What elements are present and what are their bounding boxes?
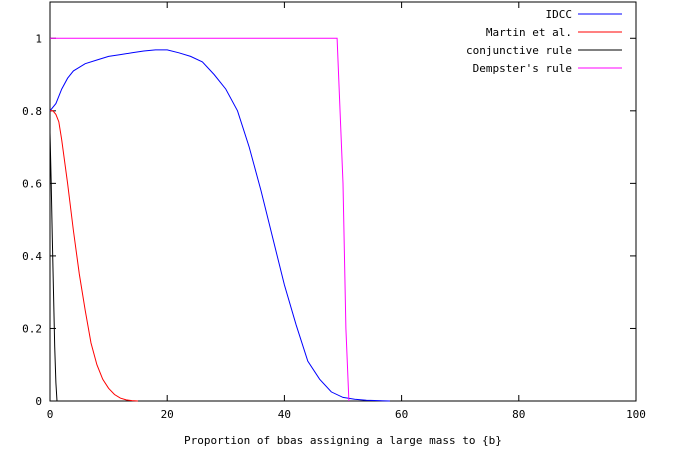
- plot-frame: [49, 1, 637, 402]
- y-tick-label: 0.2: [22, 322, 42, 335]
- x-tick-label: 60: [395, 408, 408, 421]
- y-tick-label: 0.4: [22, 250, 42, 263]
- series-lines: [49, 37, 390, 402]
- x-tick-label: 40: [278, 408, 291, 421]
- tick-labels: 0 20 40 60 80 100 0 0.2 0.4 0.6 0.8 1: [22, 32, 646, 421]
- x-tick-label: 20: [161, 408, 174, 421]
- legend-label: IDCC: [546, 8, 573, 21]
- y-tick-label: 0.6: [22, 177, 42, 190]
- legend-label: Martin et al.: [486, 26, 572, 39]
- series-line: [50, 110, 138, 402]
- legend: IDCC Martin et al. conjunctive rule Dempste…: [466, 8, 622, 75]
- x-tick-label: 100: [626, 408, 646, 421]
- y-tick-label: 0: [35, 395, 42, 408]
- legend-label: conjunctive rule: [466, 44, 572, 57]
- y-tick-label: 1: [35, 32, 42, 45]
- x-tick-label: 0: [47, 408, 54, 421]
- x-axis-title: Proportion of bbas assigning a large mas…: [184, 434, 502, 447]
- legend-label: Dempster's rule: [473, 62, 572, 75]
- series-line: [49, 49, 390, 402]
- y-tick-label: 0.8: [22, 105, 42, 118]
- series-line: [49, 132, 58, 402]
- series-line: [50, 37, 350, 402]
- x-tick-label: 80: [512, 408, 525, 421]
